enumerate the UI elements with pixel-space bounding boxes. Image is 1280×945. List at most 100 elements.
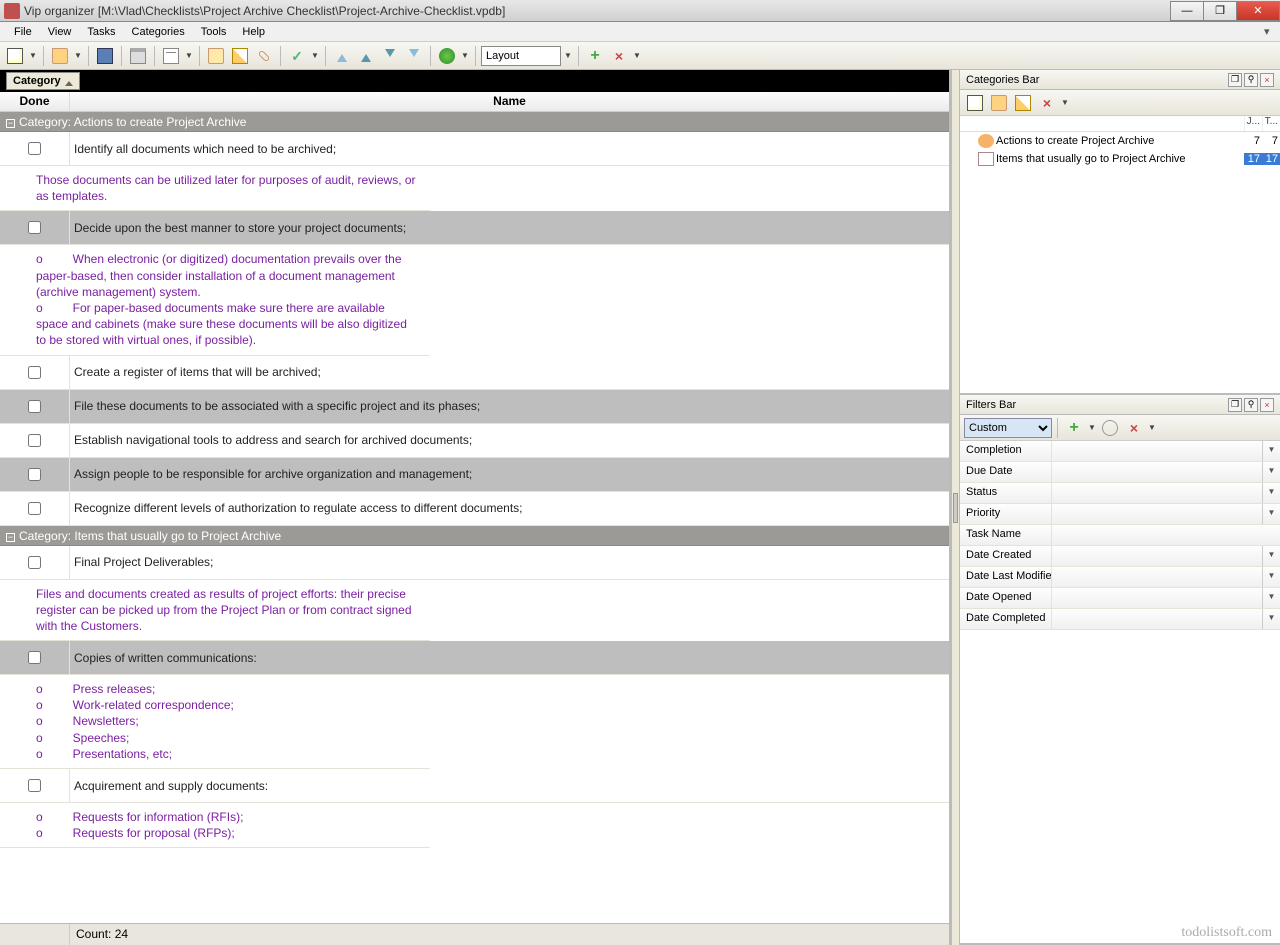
columns-button[interactable] — [160, 45, 182, 67]
menu-view[interactable]: View — [40, 24, 80, 40]
grouping-header[interactable]: Category — [0, 70, 949, 92]
filter-value[interactable] — [1052, 504, 1262, 524]
filter-save-button[interactable]: + — [1063, 417, 1085, 439]
open-dropdown-icon[interactable]: ▼ — [73, 51, 83, 60]
chevron-down-icon[interactable]: ▼ — [1262, 546, 1280, 566]
chevron-down-icon[interactable]: ▼ — [1262, 609, 1280, 629]
done-checkbox[interactable] — [28, 651, 41, 664]
panel-close-icon[interactable]: × — [1260, 398, 1274, 412]
columns-dropdown-icon[interactable]: ▼ — [184, 51, 194, 60]
filter-delete-dropdown-icon[interactable]: ▼ — [1147, 423, 1157, 432]
filter-row[interactable]: Task Name — [960, 525, 1280, 546]
task-row[interactable]: Final Project Deliverables; — [0, 546, 949, 580]
panel-close-icon[interactable]: × — [1260, 73, 1274, 87]
filter-value[interactable] — [1052, 483, 1262, 503]
menu-tasks[interactable]: Tasks — [79, 24, 123, 40]
maximize-button[interactable]: ❐ — [1203, 1, 1237, 21]
chevron-down-icon[interactable]: ▼ — [1262, 504, 1280, 524]
task-row[interactable]: Establish navigational tools to address … — [0, 424, 949, 458]
done-checkbox[interactable] — [28, 502, 41, 515]
column-done[interactable]: Done — [0, 92, 70, 111]
panel-pin-icon[interactable]: ⚲ — [1244, 398, 1258, 412]
panel-restore-icon[interactable]: ❐ — [1228, 398, 1242, 412]
panel-restore-icon[interactable]: ❐ — [1228, 73, 1242, 87]
cat-new-sub-button[interactable] — [988, 92, 1010, 114]
move-up-top-button[interactable] — [331, 45, 353, 67]
task-row[interactable]: Recognize different levels of authorizat… — [0, 492, 949, 526]
category-row[interactable]: −Category: Items that usually go to Proj… — [0, 526, 949, 546]
delete-layout-dropdown-icon[interactable]: ▼ — [632, 51, 642, 60]
task-row[interactable]: Copies of written communications: — [0, 641, 949, 675]
move-down-button[interactable] — [379, 45, 401, 67]
cat-new-button[interactable] — [964, 92, 986, 114]
category-row[interactable]: −Category: Actions to create Project Arc… — [0, 112, 949, 132]
chevron-down-icon[interactable]: ▼ — [1262, 588, 1280, 608]
cat-edit-button[interactable] — [1012, 92, 1034, 114]
menu-overflow-icon[interactable]: ▾ — [1264, 25, 1274, 38]
done-checkbox[interactable] — [28, 400, 41, 413]
filter-row[interactable]: Date Last Modified▼ — [960, 567, 1280, 588]
filter-row[interactable]: Due Date▼ — [960, 462, 1280, 483]
new-dropdown-icon[interactable]: ▼ — [28, 51, 38, 60]
filter-row[interactable]: Date Opened▼ — [960, 588, 1280, 609]
filter-row[interactable]: Priority▼ — [960, 504, 1280, 525]
complete-dropdown-icon[interactable]: ▼ — [310, 51, 320, 60]
filter-row[interactable]: Status▼ — [960, 483, 1280, 504]
group-by-chip[interactable]: Category — [6, 72, 80, 90]
column-name[interactable]: Name — [70, 92, 949, 111]
chevron-down-icon[interactable]: ▼ — [1262, 567, 1280, 587]
filter-value[interactable] — [1052, 462, 1262, 482]
task-row[interactable]: File these documents to be associated wi… — [0, 390, 949, 424]
category-tree-item[interactable]: Actions to create Project Archive77 — [960, 132, 1280, 150]
filter-value[interactable] — [1052, 609, 1262, 629]
minimize-button[interactable]: — — [1170, 1, 1204, 21]
open-button[interactable] — [49, 45, 71, 67]
collapse-icon[interactable]: − — [6, 119, 15, 128]
done-checkbox[interactable] — [28, 366, 41, 379]
collapse-icon[interactable]: − — [6, 533, 15, 542]
save-button[interactable] — [94, 45, 116, 67]
vertical-splitter[interactable] — [951, 70, 960, 945]
filter-clear-button[interactable] — [1099, 417, 1121, 439]
cat-col-1[interactable]: J... — [1244, 116, 1262, 131]
new-task-button[interactable] — [205, 45, 227, 67]
task-row[interactable]: Create a register of items that will be … — [0, 356, 949, 390]
done-checkbox[interactable] — [28, 556, 41, 569]
filter-row[interactable]: Date Completed▼ — [960, 609, 1280, 630]
filter-row[interactable]: Date Created▼ — [960, 546, 1280, 567]
filter-delete-button[interactable]: × — [1123, 417, 1145, 439]
chevron-down-icon[interactable]: ▼ — [1262, 483, 1280, 503]
delete-layout-button[interactable]: × — [608, 45, 630, 67]
chevron-down-icon[interactable]: ▼ — [1262, 462, 1280, 482]
done-checkbox[interactable] — [28, 468, 41, 481]
cat-delete-button[interactable]: × — [1036, 92, 1058, 114]
refresh-button[interactable] — [436, 45, 458, 67]
done-checkbox[interactable] — [28, 142, 41, 155]
filter-value[interactable] — [1052, 588, 1262, 608]
chevron-down-icon[interactable]: ▼ — [1262, 441, 1280, 461]
new-button[interactable] — [4, 45, 26, 67]
cat-col-2[interactable]: T... — [1262, 116, 1280, 131]
task-row[interactable]: Decide upon the best manner to store you… — [0, 211, 949, 245]
print-button[interactable] — [127, 45, 149, 67]
done-checkbox[interactable] — [28, 434, 41, 447]
task-row[interactable]: Acquirement and supply documents: — [0, 769, 949, 803]
link-button[interactable] — [253, 45, 275, 67]
done-checkbox[interactable] — [28, 779, 41, 792]
category-tree-item[interactable]: Items that usually go to Project Archive… — [960, 150, 1280, 168]
add-layout-button[interactable]: + — [584, 45, 606, 67]
close-button[interactable]: ✕ — [1236, 1, 1280, 21]
task-row[interactable]: Identify all documents which need to be … — [0, 132, 949, 166]
layout-dropdown-icon[interactable]: ▼ — [563, 51, 573, 60]
filter-value[interactable] — [1052, 525, 1280, 545]
filter-value[interactable] — [1052, 441, 1262, 461]
menu-help[interactable]: Help — [234, 24, 273, 40]
menu-file[interactable]: File — [6, 24, 40, 40]
refresh-dropdown-icon[interactable]: ▼ — [460, 51, 470, 60]
filter-value[interactable] — [1052, 567, 1262, 587]
layout-combo[interactable]: Layout — [481, 46, 561, 66]
menu-tools[interactable]: Tools — [193, 24, 235, 40]
filter-save-dropdown-icon[interactable]: ▼ — [1087, 423, 1097, 432]
filter-row[interactable]: Completion▼ — [960, 441, 1280, 462]
edit-task-button[interactable] — [229, 45, 251, 67]
